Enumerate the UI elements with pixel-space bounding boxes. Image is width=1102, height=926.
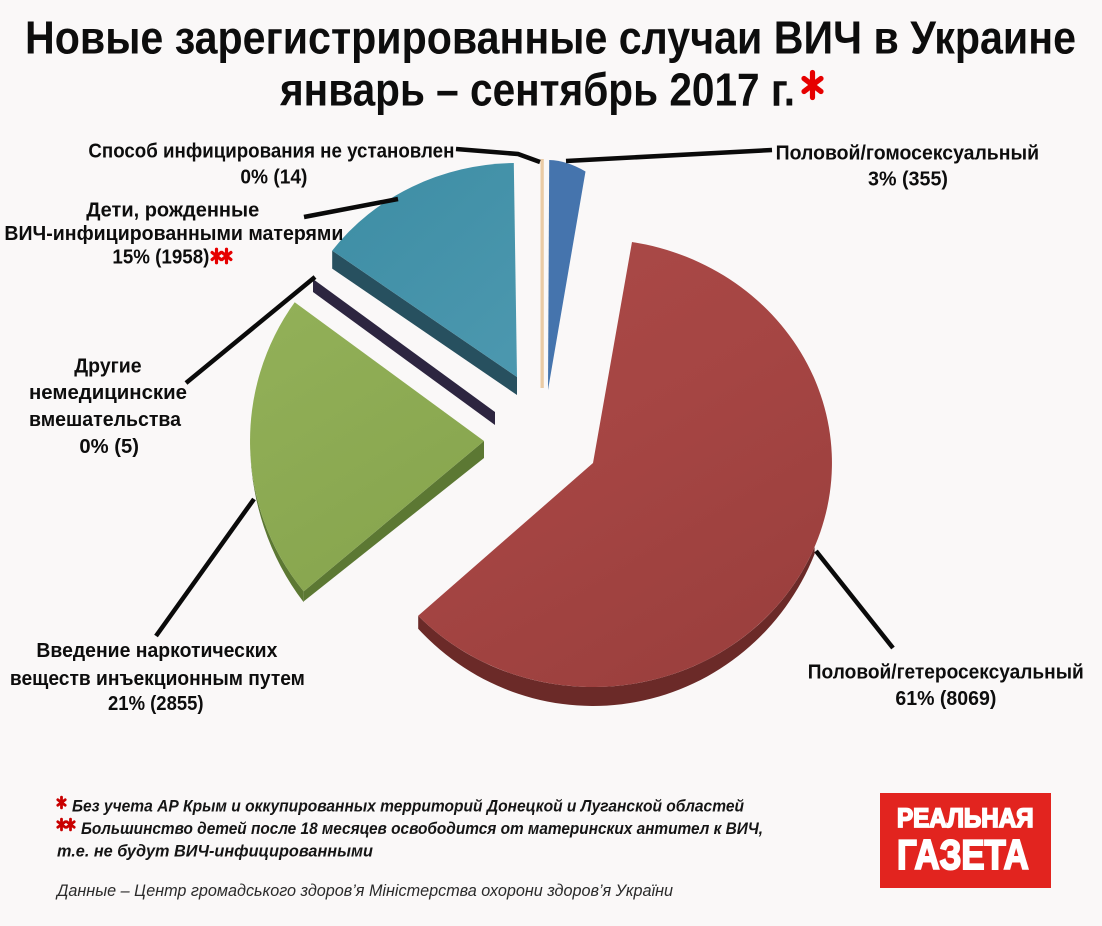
svg-text:0% (5): 0% (5) [79,436,139,458]
svg-text:3% (355): 3% (355) [868,169,948,191]
svg-text:РЕАЛЬНАЯ: РЕАЛЬНАЯ [897,803,1034,833]
svg-text:Большинство детей после 18 мес: Большинство детей после 18 месяцев освоб… [81,820,763,838]
svg-text:21% (2855): 21% (2855) [108,693,204,715]
svg-text:15% (1958): 15% (1958) [112,247,209,269]
svg-text:ГАЗЕТА: ГАЗЕТА [897,831,1029,878]
svg-text:Без учета АР Крым и оккупирова: Без учета АР Крым и оккупированных терри… [72,798,744,816]
svg-text:Другие: Другие [74,356,141,378]
svg-text:Дети, рожденные: Дети, рожденные [86,200,259,222]
svg-text:вмешательства: вмешательства [29,409,182,431]
svg-text:Данные – Центр громадського зд: Данные – Центр громадського здоров’я Мін… [55,881,673,900]
svg-text:Половой/гетеросексуальный: Половой/гетеросексуальный [808,662,1084,684]
svg-text:Новые зарегистрированные случа: Новые зарегистрированные случаи ВИЧ в Ук… [25,12,1076,64]
svg-text:январь – сентябрь 2017 г.: январь – сентябрь 2017 г. [279,64,795,116]
svg-text:т.е. не будут ВИЧ-инфицированн: т.е. не будут ВИЧ-инфицированными [57,843,373,861]
svg-text:ВИЧ-инфицированными матерями: ВИЧ-инфицированными матерями [4,223,343,245]
svg-text:Способ инфицирования не устано: Способ инфицирования не установлен [88,141,454,163]
svg-text:0% (14): 0% (14) [240,166,307,188]
svg-text:немедицинские: немедицинские [29,382,187,404]
svg-text:61% (8069): 61% (8069) [895,688,996,710]
svg-text:Половой/гомосексуальный: Половой/гомосексуальный [776,143,1040,165]
svg-text:Введение наркотических: Введение наркотических [36,640,277,662]
svg-text:веществ инъекционным путем: веществ инъекционным путем [10,668,305,690]
